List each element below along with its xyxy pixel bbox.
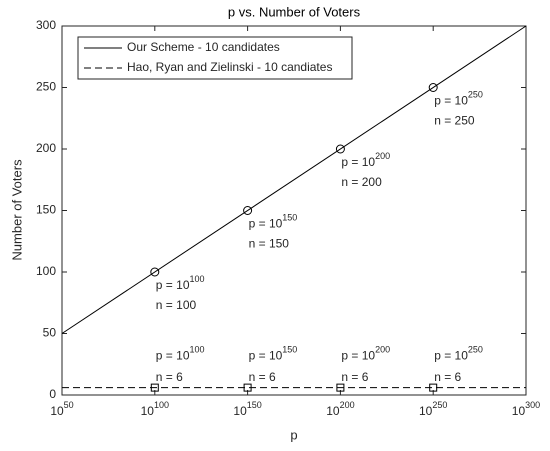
x-axis-label: p xyxy=(290,427,297,442)
legend-box xyxy=(77,36,353,80)
marker xyxy=(336,383,345,392)
legend-label: Our Scheme - 10 candidates xyxy=(127,40,280,54)
point-label: p = 10150 xyxy=(249,345,298,363)
point-label: p = 10200 xyxy=(341,345,390,363)
point-label: p = 10150 xyxy=(249,213,298,231)
point-label: p = 10200 xyxy=(341,151,390,169)
x-tick-label: 10100 xyxy=(141,400,169,418)
x-tick-label: 10150 xyxy=(233,400,261,418)
marker xyxy=(429,383,438,392)
point-label: n = 150 xyxy=(249,237,290,251)
y-axis-label: Number of Voters xyxy=(9,159,24,261)
x-tick-label: 1050 xyxy=(50,400,73,418)
legend-label: Hao, Ryan and Zielinski - 10 candiates xyxy=(127,60,332,74)
marker xyxy=(428,83,438,92)
point-label: p = 10250 xyxy=(434,345,483,363)
point-label: p = 10100 xyxy=(156,345,205,363)
y-tick-label: 50 xyxy=(43,326,57,340)
marker xyxy=(150,383,159,392)
point-label: p = 10100 xyxy=(156,274,205,292)
x-tick-label: 10250 xyxy=(419,400,447,418)
x-tick-label: 10300 xyxy=(512,400,540,418)
marker xyxy=(150,267,160,277)
y-tick-label: 100 xyxy=(36,264,56,278)
y-tick-label: 0 xyxy=(49,387,56,401)
marker xyxy=(335,144,345,154)
marker xyxy=(243,383,252,392)
series-line xyxy=(61,25,527,334)
point-label: p = 10250 xyxy=(434,90,483,108)
point-label: n = 6 xyxy=(249,370,276,384)
marker xyxy=(243,206,253,215)
point-label: n = 250 xyxy=(434,114,475,128)
y-tick-label: 150 xyxy=(36,203,56,217)
y-tick-label: 250 xyxy=(36,80,56,94)
plot-area xyxy=(61,25,527,396)
y-tick-label: 300 xyxy=(36,18,56,32)
y-tick-label: 200 xyxy=(36,141,56,155)
point-label: n = 6 xyxy=(434,370,461,384)
chart-title: p vs. Number of Voters xyxy=(228,4,361,19)
x-tick-label: 10200 xyxy=(326,400,354,418)
point-label: n = 6 xyxy=(341,370,368,384)
point-label: n = 100 xyxy=(156,298,197,312)
point-label: n = 6 xyxy=(156,370,183,384)
point-label: n = 200 xyxy=(341,175,382,189)
